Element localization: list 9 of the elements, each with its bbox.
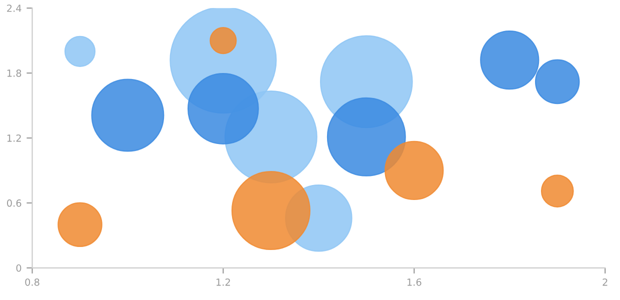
x-tick-label: 0.8 — [25, 278, 40, 286]
x-tick-label: 2 — [602, 278, 608, 286]
y-tick-label: 1.8 — [7, 70, 22, 77]
y-tick-label: 0 — [16, 264, 22, 272]
x-tick-label: 1.2 — [216, 278, 230, 286]
x-tick-label: 1.6 — [407, 278, 422, 286]
y-tick-label: 0.6 — [7, 199, 22, 207]
y-tick-label: 1.2 — [7, 134, 21, 142]
y-tick-label: 2.4 — [7, 4, 22, 12]
